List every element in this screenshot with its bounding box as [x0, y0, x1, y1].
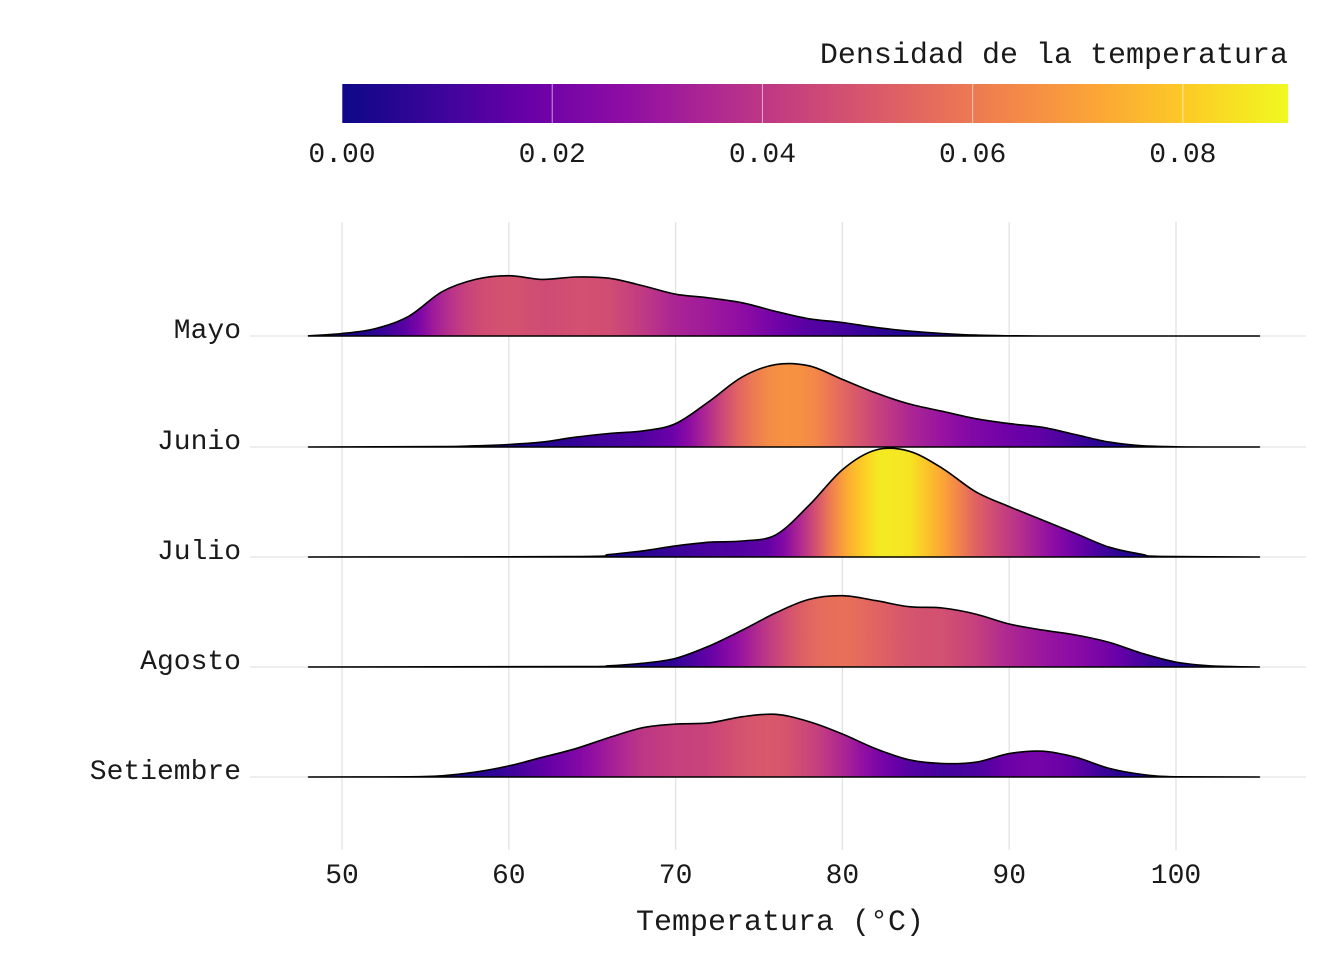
ridges	[307, 274, 1261, 778]
y-label: Setiembre	[90, 757, 241, 788]
y-label: Julio	[157, 537, 241, 568]
legend-tick-label: 0.04	[729, 140, 796, 171]
x-tick-label: 50	[325, 861, 359, 892]
legend-title: Densidad de la temperatura	[820, 39, 1288, 73]
density-area	[307, 713, 1261, 778]
legend-tick-label: 0.02	[519, 140, 586, 171]
ridge-agosto	[307, 594, 1261, 668]
ridge-setiembre	[307, 713, 1261, 778]
legend-tick-label: 0.00	[308, 140, 375, 171]
legend-colorbar	[342, 84, 1288, 123]
density-area	[307, 447, 1261, 558]
y-label: Agosto	[140, 647, 241, 678]
density-area	[307, 362, 1261, 448]
y-label: Junio	[157, 427, 241, 458]
legend-tick-label: 0.06	[939, 140, 1006, 171]
x-tick-label: 80	[826, 861, 860, 892]
density-area	[307, 594, 1261, 668]
x-axis-title: Temperatura (°C)	[636, 906, 924, 940]
x-axis-ticks: 50 60 70 80 90 100	[325, 861, 1201, 892]
legend-tick-label: 0.08	[1149, 140, 1216, 171]
x-tick-label: 60	[492, 861, 526, 892]
ridge-julio	[307, 447, 1261, 558]
ridge-junio	[307, 362, 1261, 448]
x-tick-label: 100	[1151, 861, 1201, 892]
x-tick-label: 90	[992, 861, 1026, 892]
legend: Densidad de la temperatura 0.00 0.02 0.04 0…	[308, 39, 1288, 171]
x-tick-label: 70	[659, 861, 693, 892]
y-label: Mayo	[174, 316, 241, 347]
y-axis-labels: Mayo Junio Julio Agosto Setiembre	[90, 316, 241, 788]
density-area	[307, 274, 1261, 337]
legend-ticks: 0.00 0.02 0.04 0.06 0.08	[308, 84, 1216, 171]
ridge-mayo	[307, 274, 1261, 337]
